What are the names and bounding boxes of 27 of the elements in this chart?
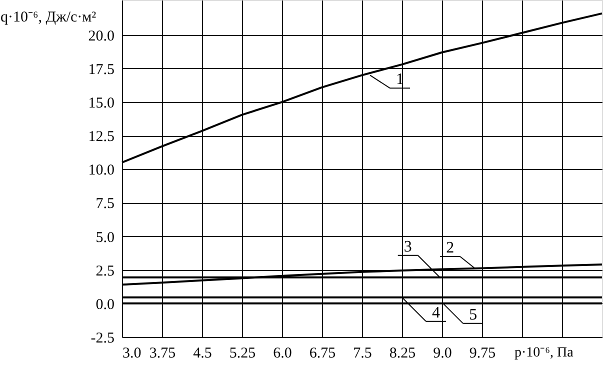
annotation: 3 (404, 238, 412, 256)
y-tick-label: 10.0 (88, 162, 114, 179)
x-tick-label: 6.75 (309, 346, 336, 362)
x-tick-label: 3.75 (149, 346, 176, 362)
x-tick-label: 4.5 (193, 346, 212, 362)
annotation: 1 (396, 71, 404, 88)
y-tick-label: -2.5 (90, 330, 114, 346)
x-axis-title: p·10⁻⁶, Па (514, 346, 574, 360)
y-axis-title: q·10⁻⁶, Дж/с·м² (0, 10, 97, 26)
x-tick-label: 3.0 (122, 346, 142, 362)
x-tick-label: 9.0 (433, 346, 452, 362)
y-tick-label: 12.5 (88, 129, 114, 146)
x-tick-label: 8.25 (389, 346, 416, 362)
annotation: 4 (432, 304, 440, 322)
y-tick-label: 17.5 (88, 62, 114, 78)
x-tick-label: 5.25 (229, 346, 256, 362)
y-tick-label: 20.0 (88, 28, 114, 44)
x-tick-label: 9.75 (469, 346, 496, 362)
y-tick-label: 5.0 (96, 230, 114, 246)
annotation: 5 (469, 306, 478, 324)
annotation: 2 (446, 240, 454, 257)
y-tick-label: 7.5 (96, 196, 114, 212)
y-tick-label: 0.0 (96, 296, 114, 313)
y-tick-label: 15.0 (88, 96, 114, 112)
y-tick-label: 2.5 (96, 263, 114, 280)
x-tick-label: 6.0 (273, 346, 292, 362)
x-tick-label: 7.5 (353, 346, 372, 362)
